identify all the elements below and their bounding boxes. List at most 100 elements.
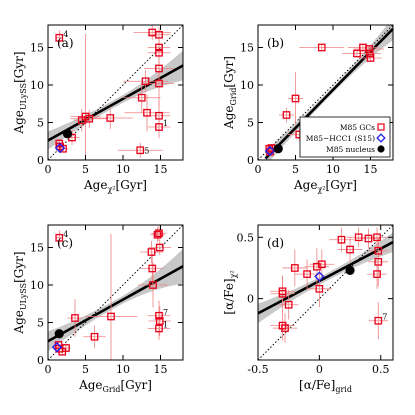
legend-nucleus-dot-icon xyxy=(377,145,385,153)
gc-error-bar xyxy=(55,30,63,46)
gc-point-label: 4 xyxy=(63,30,68,39)
y-tick-label: 5 xyxy=(37,117,44,130)
gc-marker xyxy=(365,45,373,53)
legend-label: M85−HCC1 (S15) xyxy=(306,134,375,143)
legend: M85 GCs M85−HCC1 (S15) M85 nucleus xyxy=(299,116,391,158)
nucleus-marker xyxy=(273,144,283,154)
gc-marker xyxy=(155,229,163,238)
y-axis-label-sub: Grid xyxy=(229,88,238,106)
hcc1-marker xyxy=(54,142,66,154)
y-axis-label-sub: χ² xyxy=(229,270,238,278)
gc-marker xyxy=(155,43,163,52)
gc-marker xyxy=(354,233,363,242)
legend-hcc1-diamond-icon xyxy=(376,133,386,143)
x-tick-label: 0 xyxy=(255,163,262,176)
legend-gc-square-icon xyxy=(377,123,385,131)
x-axis-label-sub: grid xyxy=(335,385,352,394)
gc-error-bar xyxy=(67,299,83,337)
x-tick-label: 0 xyxy=(45,163,52,176)
gc-marker xyxy=(143,108,151,117)
gc-marker xyxy=(136,146,145,155)
gc-error-bar xyxy=(117,142,163,158)
legend-label: M85 GCs xyxy=(340,123,375,132)
y-axis-label-unit: [Gyr] xyxy=(222,56,236,87)
gc-point-label: 1 xyxy=(163,321,168,330)
gc-marker xyxy=(106,114,115,122)
y-tick-label: 0 xyxy=(247,154,254,167)
gc-marker xyxy=(147,248,156,256)
gc-marker xyxy=(149,281,157,289)
gc-marker xyxy=(155,79,163,88)
gc-error-bar xyxy=(138,262,168,308)
gc-point-label: 7 xyxy=(382,313,387,322)
gc-marker xyxy=(155,48,163,57)
hcc1-marker xyxy=(264,145,276,157)
gc-error-bar xyxy=(147,317,171,340)
y-tick-label: 0 xyxy=(37,354,44,367)
gc-point-label: 5 xyxy=(144,146,149,155)
x-tick-label: 0 xyxy=(45,363,52,376)
gc-error-bar xyxy=(279,107,294,123)
x-axis-label-main: [α/Fe] xyxy=(299,378,335,392)
x-axis-label-sub: χ² xyxy=(317,185,325,194)
x-tick-label: 10 xyxy=(116,163,130,176)
gc-error-bar xyxy=(329,227,354,252)
gc-marker xyxy=(155,111,163,120)
gc-marker xyxy=(278,321,287,330)
y-axis-label-main: Age xyxy=(12,110,26,134)
gc-marker xyxy=(153,230,162,239)
gc-marker xyxy=(365,49,374,58)
y-axis-label: AgeULySS[Gyr] xyxy=(12,51,28,134)
gc-marker xyxy=(303,270,311,278)
gc-error-bar xyxy=(359,54,382,62)
y-tick-label: 5 xyxy=(247,117,254,130)
x-tick-label: 5 xyxy=(82,363,89,376)
panel-frame xyxy=(257,224,394,361)
gc-error-bar xyxy=(368,302,389,340)
x-tick-label: 15 xyxy=(154,363,168,376)
gc-error-bar xyxy=(87,106,133,130)
y-axis-label-main: Age xyxy=(12,310,26,334)
nucleus-marker xyxy=(345,265,355,276)
gc-marker xyxy=(278,289,287,298)
gc-error-bar xyxy=(140,240,163,264)
gc-marker xyxy=(290,264,299,272)
gc-marker xyxy=(373,270,381,278)
y-axis-label-main: Age xyxy=(222,105,236,129)
gc-marker xyxy=(346,245,354,254)
gc-error-bar xyxy=(123,82,161,113)
gc-marker xyxy=(337,235,346,244)
panel-frame xyxy=(257,24,394,161)
y-axis-label-main: [α/Fe] xyxy=(222,278,236,314)
gc-point-label: 4 xyxy=(63,230,68,239)
y-tick-label: 15 xyxy=(240,42,254,55)
gc-marker xyxy=(55,33,64,42)
legend-box xyxy=(299,116,391,158)
best-fit-line xyxy=(258,241,393,315)
gc-error-bar xyxy=(358,49,381,58)
gc-error-bar xyxy=(148,240,171,255)
nucleus-marker xyxy=(54,329,64,339)
x-tick-label: 5 xyxy=(292,163,299,176)
x-axis-label-main: Age xyxy=(293,178,317,192)
gc-error-bar xyxy=(83,325,106,348)
y-tick-label: 10 xyxy=(240,79,254,92)
gc-marker xyxy=(313,262,321,271)
gc-marker xyxy=(284,300,293,309)
gc-error-bar xyxy=(282,249,308,287)
gc-marker xyxy=(62,344,70,352)
gc-error-bar xyxy=(294,259,320,289)
y-tick-label: 10 xyxy=(30,79,44,92)
gc-marker xyxy=(374,246,383,255)
x-axis-label-main: Age xyxy=(83,178,107,192)
gc-marker xyxy=(364,234,373,243)
gc-marker xyxy=(281,324,289,332)
gc-marker xyxy=(155,30,163,39)
fit-confidence-band xyxy=(48,249,183,351)
y-axis-label: AgeULySS[Gyr] xyxy=(12,251,28,334)
x-axis-label: AgeGrid[Gyr] xyxy=(78,378,152,394)
y-tick-label: 0 xyxy=(247,293,254,306)
y-axis-label-sub: ULySS xyxy=(19,283,28,310)
